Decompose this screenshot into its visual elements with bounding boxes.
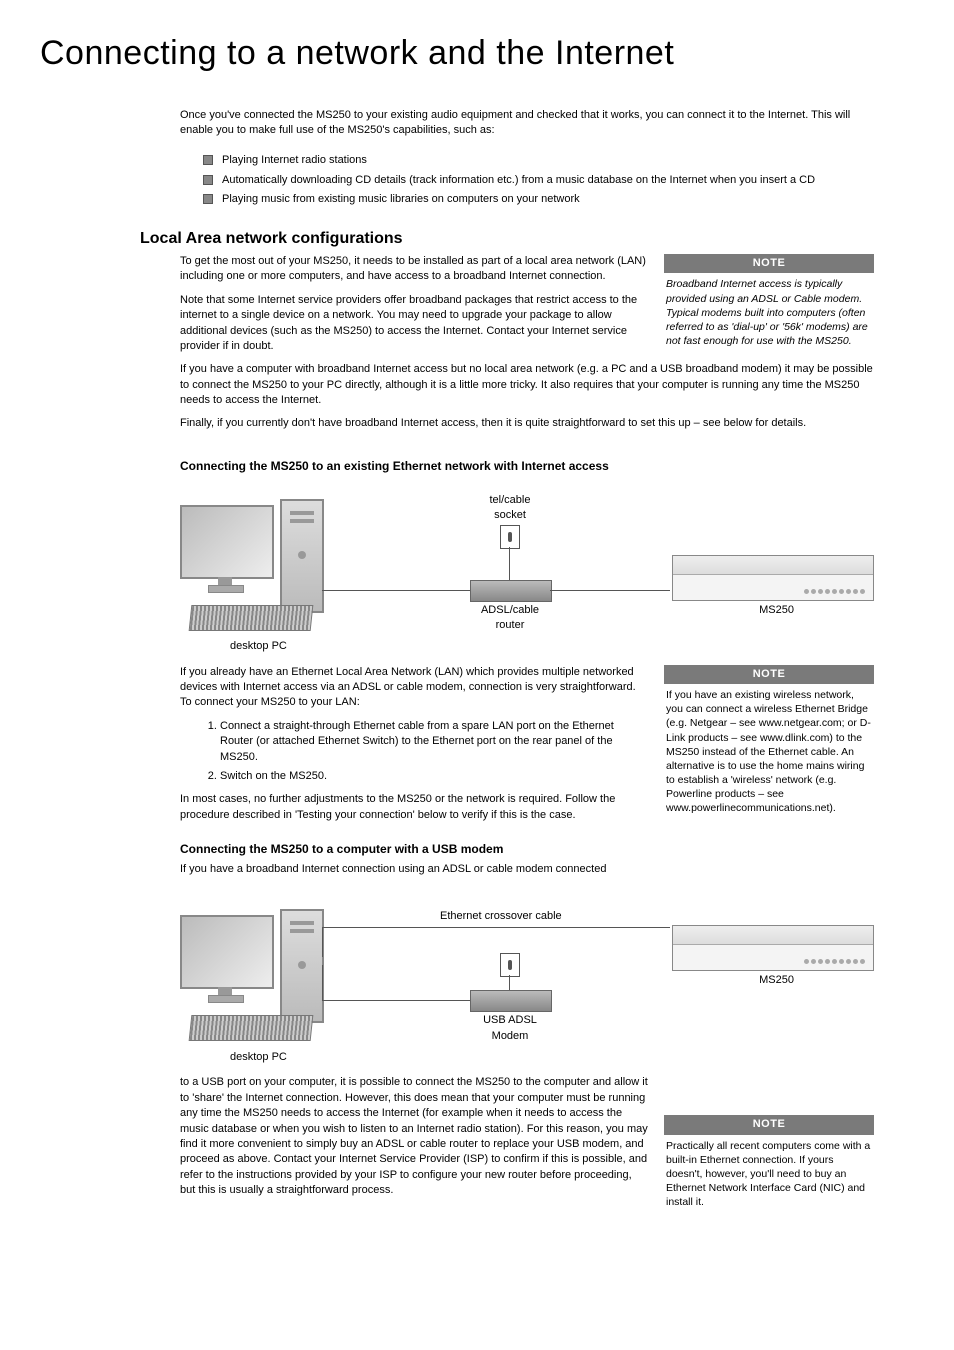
list-item: Playing Internet radio stations [200, 153, 874, 168]
note-header: NOTE [664, 665, 874, 684]
section-heading-lan: Local Area network configurations [140, 228, 914, 250]
ms250-icon [672, 555, 874, 601]
note-box-broadband: NOTE Broadband Internet access is typica… [664, 254, 874, 352]
paragraph: If you have a broadband Internet connect… [180, 862, 874, 877]
pc-label: desktop PC [230, 639, 287, 654]
wall-socket-icon [500, 525, 520, 549]
diagram-ethernet: desktop PC tel/cable socket ADSL/cable r… [180, 485, 874, 655]
paragraph: Finally, if you currently don't have bro… [180, 416, 874, 431]
diagram-usb: desktop PC Ethernet crossover cable USB … [180, 895, 874, 1065]
list-item: Playing music from existing music librar… [200, 192, 874, 207]
usb-modem-icon [470, 990, 552, 1012]
device-label: MS250 [759, 603, 794, 618]
router-icon [470, 580, 552, 602]
socket-label: tel/cable socket [480, 493, 540, 524]
ms250-icon [672, 925, 874, 971]
note-body: Broadband Internet access is typically p… [664, 273, 874, 352]
device-label: MS250 [759, 973, 794, 988]
router-label: ADSL/cable router [470, 603, 550, 634]
paragraph: If you have a computer with broadband In… [180, 362, 874, 408]
crossover-label: Ethernet crossover cable [440, 909, 562, 924]
note-body: If you have an existing wireless network… [664, 684, 874, 820]
desktop-pc-icon [180, 915, 340, 1045]
page-title: Connecting to a network and the Internet [40, 30, 914, 78]
pc-label: desktop PC [230, 1050, 287, 1065]
modem-label: USB ADSL Modem [470, 1013, 550, 1044]
subheading-ethernet: Connecting the MS250 to an existing Ethe… [180, 458, 874, 475]
note-body: Practically all recent computers come wi… [664, 1135, 874, 1214]
desktop-pc-icon [180, 505, 340, 635]
note-box-nic: NOTE Practically all recent computers co… [664, 1115, 874, 1213]
list-item: Automatically downloading CD details (tr… [200, 173, 874, 188]
note-header: NOTE [664, 254, 874, 273]
wall-socket-icon [500, 953, 520, 977]
note-box-wireless: NOTE If you have an existing wireless ne… [664, 665, 874, 820]
intro-paragraph: Once you've connected the MS250 to your … [180, 108, 874, 139]
subheading-usb: Connecting the MS250 to a computer with … [180, 841, 834, 858]
capability-list: Playing Internet radio stations Automati… [200, 153, 874, 207]
note-header: NOTE [664, 1115, 874, 1134]
